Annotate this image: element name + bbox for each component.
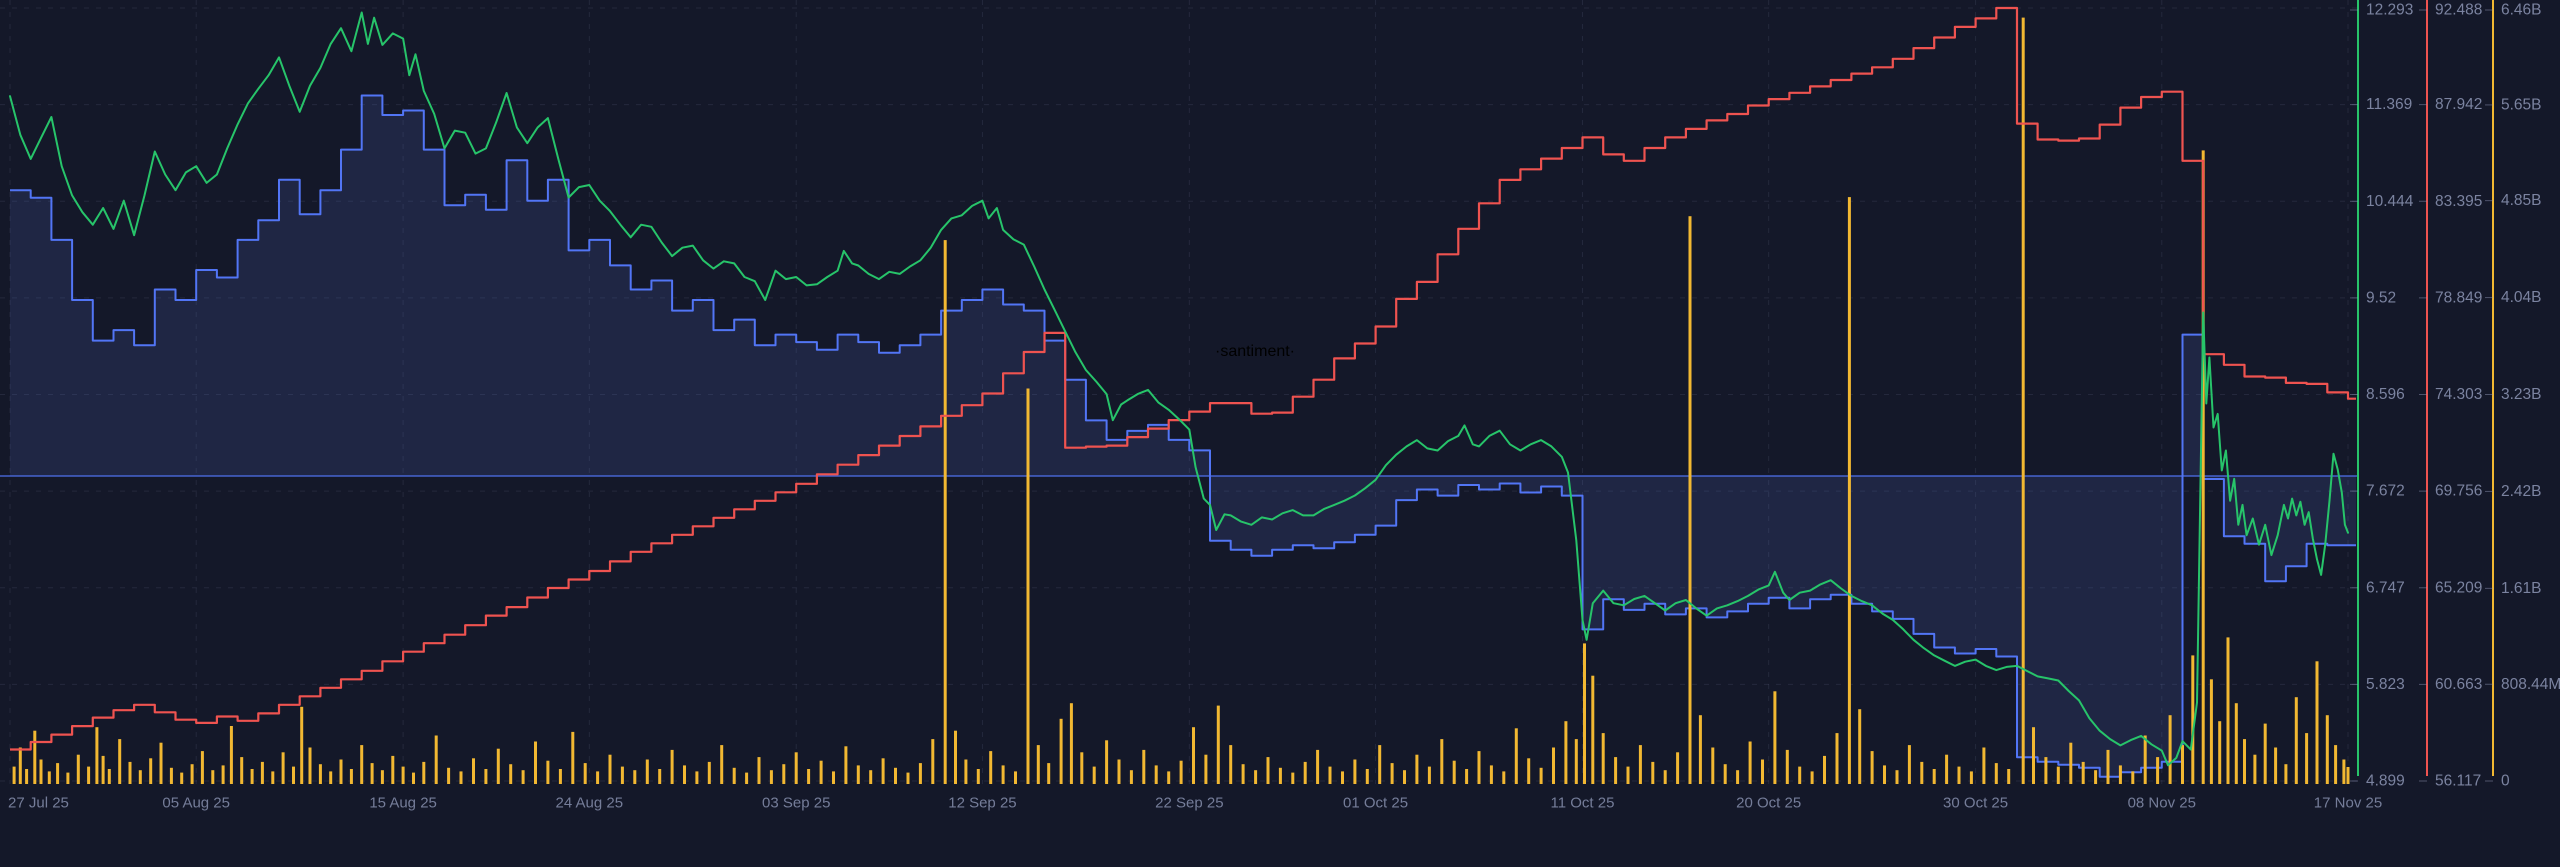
svg-text:65.209: 65.209	[2435, 579, 2482, 596]
svg-text:78.849: 78.849	[2435, 289, 2482, 306]
svg-text:3.23B: 3.23B	[2501, 386, 2542, 403]
svg-text:01 Oct 25: 01 Oct 25	[1343, 795, 1408, 812]
svg-text:4.85B: 4.85B	[2501, 192, 2542, 209]
age-consumed-bars	[12, 17, 2350, 785]
svg-text:92.488: 92.488	[2435, 2, 2482, 19]
svg-text:5.65B: 5.65B	[2501, 96, 2542, 113]
svg-text:05 Aug 25: 05 Aug 25	[162, 795, 230, 812]
svg-text:11 Oct 25: 11 Oct 25	[1550, 795, 1614, 812]
svg-text:5.823: 5.823	[2366, 676, 2405, 693]
svg-text:60.663: 60.663	[2435, 676, 2482, 693]
svg-text:9.52: 9.52	[2366, 289, 2396, 306]
svg-text:7.672: 7.672	[2366, 483, 2405, 500]
svg-text:08 Nov 25: 08 Nov 25	[2128, 795, 2196, 812]
mean_coin_age-axis: 92.488 87.942 83.395 78.849 74.303 69.756 65.2…	[2419, 0, 2482, 790]
santiment-watermark: ·santiment·	[1214, 343, 1296, 360]
svg-text:56.117: 56.117	[2435, 773, 2481, 790]
svg-text:03 Sep 25: 03 Sep 25	[762, 795, 830, 812]
svg-text:83.395: 83.395	[2435, 193, 2482, 210]
svg-text:4.899: 4.899	[2366, 773, 2405, 790]
svg-text:12.293: 12.293	[2366, 2, 2413, 19]
svg-text:808.44M: 808.44M	[2501, 676, 2560, 693]
svg-text:4.04B: 4.04B	[2501, 289, 2542, 306]
svg-text:1.61B: 1.61B	[2501, 580, 2542, 597]
svg-text:6.46B: 6.46B	[2501, 2, 2542, 19]
svg-text:24 Aug 25: 24 Aug 25	[556, 795, 624, 812]
svg-text:11.369: 11.369	[2366, 96, 2412, 113]
mvrv-area	[0, 94, 2358, 778]
svg-text:0: 0	[2501, 773, 2510, 790]
svg-text:15 Aug 25: 15 Aug 25	[369, 795, 437, 812]
svg-text:27 Jul 25: 27 Jul 25	[8, 795, 69, 812]
svg-text:30 Oct 25: 30 Oct 25	[1943, 795, 2008, 812]
price-axis: 12.293 11.369 10.444 9.52 8.596 7.672 6.747 5.8…	[2350, 0, 2414, 790]
price-line	[9, 11, 2349, 767]
svg-text:10.444: 10.444	[2366, 193, 2414, 210]
x-axis-labels: 27 Jul 25 05 Aug 25 15 Aug 25 24 Aug 25 03 S…	[8, 795, 2382, 812]
svg-text:69.756: 69.756	[2435, 483, 2482, 500]
mean-coin-age-line	[10, 6, 2356, 751]
svg-text:74.303: 74.303	[2435, 386, 2482, 403]
svg-text:8.596: 8.596	[2366, 386, 2405, 403]
svg-text:22 Sep 25: 22 Sep 25	[1155, 795, 1223, 812]
age_consumed-axis: 6.46B 5.65B 4.85B 4.04B 3.23B 2.42B 1.61B 808.4…	[2485, 0, 2560, 790]
svg-text:87.942: 87.942	[2435, 96, 2482, 113]
svg-text:17 Nov 25: 17 Nov 25	[2314, 795, 2382, 812]
svg-text:6.747: 6.747	[2366, 579, 2405, 596]
svg-text:20 Oct 25: 20 Oct 25	[1736, 795, 1801, 812]
gridlines	[0, 0, 2358, 784]
svg-text:2.42B: 2.42B	[2501, 483, 2542, 500]
svg-text:12 Sep 25: 12 Sep 25	[948, 795, 1016, 812]
